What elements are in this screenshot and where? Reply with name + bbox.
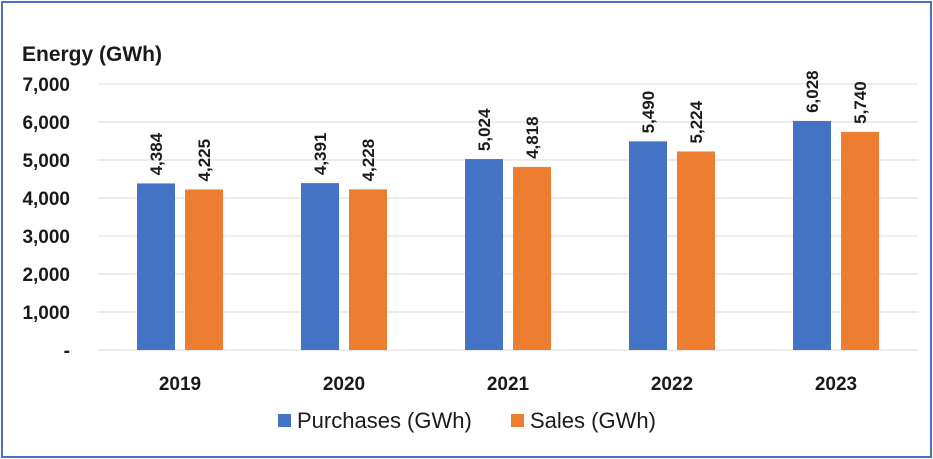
legend: Purchases (GWh) Sales (GWh) (278, 408, 656, 433)
data-label: 5,490 (639, 91, 658, 134)
y-tick-label: 5,000 (22, 151, 70, 172)
x-tick-label: 2022 (651, 374, 693, 395)
x-tick-labels: 2019 2020 2021 2022 2023 (159, 374, 857, 395)
bar-sales-2020 (349, 189, 387, 350)
data-label: 5,740 (851, 81, 870, 124)
y-tick-labels: - 1,000 2,000 3,000 4,000 5,000 6,000 7,000 (22, 75, 70, 362)
bar-purchases-2020 (301, 183, 339, 350)
y-tick-label: 1,000 (22, 303, 70, 324)
x-tick-label: 2021 (487, 374, 530, 395)
data-label: 5,024 (475, 108, 494, 151)
grid-lines (98, 83, 918, 351)
data-label: 4,225 (195, 139, 214, 182)
legend-swatch (278, 414, 291, 427)
y-tick-label: 4,000 (22, 189, 70, 210)
bar-sales-2021 (513, 166, 551, 350)
data-label: 6,028 (803, 70, 822, 113)
bar-purchases-2023 (793, 120, 831, 350)
x-tick-label: 2019 (159, 374, 201, 395)
bars: 4,384 4,391 5,024 5,490 6,028 4,225 4,228 4,818… (137, 70, 879, 350)
y-tick-label: 2,000 (22, 265, 70, 286)
legend-swatch (511, 414, 524, 427)
bar-purchases-2022 (629, 141, 667, 350)
data-label: 4,228 (359, 139, 378, 182)
y-tick-label: 3,000 (22, 227, 70, 248)
bar-purchases-2021 (465, 159, 503, 350)
data-label: 5,224 (687, 100, 706, 143)
data-label: 4,391 (311, 133, 330, 176)
y-tick-label: - (64, 341, 70, 362)
y-axis-label: Energy (GWh) (22, 43, 162, 66)
bar-purchases-2019 (137, 183, 175, 350)
bar-sales-2022 (677, 151, 715, 350)
x-tick-label: 2020 (323, 374, 365, 395)
data-label: 4,384 (147, 132, 166, 175)
y-tick-label: 6,000 (22, 113, 70, 134)
x-tick-label: 2023 (815, 374, 857, 395)
data-label: 4,818 (523, 116, 542, 159)
y-tick-label: 7,000 (22, 75, 70, 96)
legend-label: Sales (GWh) (530, 408, 656, 433)
bar-sales-2019 (185, 189, 223, 350)
legend-label: Purchases (GWh) (297, 408, 472, 433)
bar-sales-2023 (841, 131, 879, 350)
